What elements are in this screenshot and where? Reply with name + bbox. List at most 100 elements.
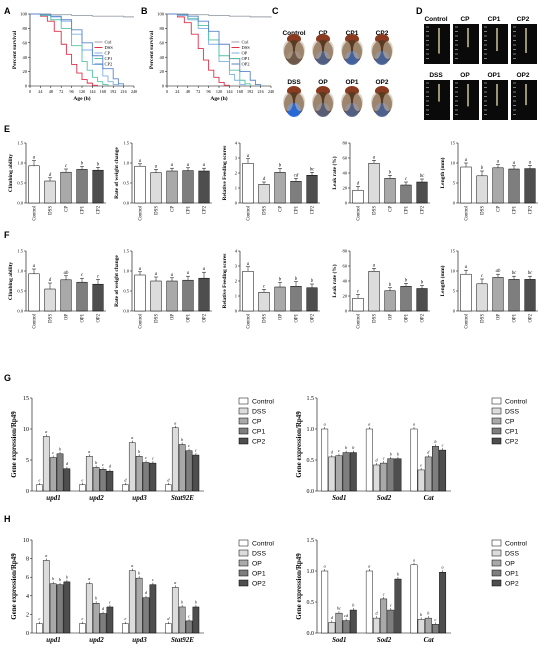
bar xyxy=(134,165,146,204)
y-tick-label: 5 xyxy=(453,181,456,186)
significance-letter: c xyxy=(435,617,437,622)
y-tick-label: 0.5 xyxy=(17,181,23,186)
bar xyxy=(365,570,373,634)
significance-letter: a xyxy=(465,158,468,163)
significance-letter: a xyxy=(131,563,133,568)
significance-letter: ab xyxy=(496,269,501,274)
bar xyxy=(44,288,56,312)
bar xyxy=(380,598,388,634)
bar xyxy=(198,277,210,312)
significance-letter: b xyxy=(181,437,183,442)
y-tick-label: 60 xyxy=(23,40,28,45)
significance-letter: ab xyxy=(64,271,69,276)
gut-photo xyxy=(482,80,508,120)
legend-label: CP2 xyxy=(252,439,265,446)
x-tick-label: 168 xyxy=(237,89,243,94)
legend-label: OP1 xyxy=(241,56,249,61)
bar xyxy=(394,458,402,492)
survival-chart-a: 0 20 40 60 80 100 0 24 48 72 96 120 144 168 192 216 240 A… xyxy=(12,12,137,102)
category-label: Control xyxy=(357,313,362,328)
bar xyxy=(290,181,302,204)
y-tick-label: 5 xyxy=(453,289,456,294)
significance-letter: a xyxy=(33,156,36,161)
bar xyxy=(178,444,186,492)
legend-label: OP xyxy=(252,561,262,568)
category-label: DSS xyxy=(481,314,486,323)
significance-letter: b xyxy=(195,599,197,604)
significance-letter: c xyxy=(81,273,84,278)
legend-swatch xyxy=(238,559,249,567)
bar xyxy=(44,180,56,204)
y-tick-label: 10 xyxy=(23,538,29,544)
significance-letter: bc xyxy=(310,167,315,172)
x-axis-label: Age (h) xyxy=(73,95,90,102)
bar xyxy=(185,620,193,634)
category-label: OP1 xyxy=(513,313,518,322)
gene-label: Cat xyxy=(424,494,435,502)
significance-letter: a xyxy=(45,553,47,558)
significance-letter: c xyxy=(65,164,68,169)
fly-label: Control xyxy=(282,30,305,37)
bar xyxy=(28,273,40,312)
y-tick-label: 20 xyxy=(23,69,28,74)
y-axis-label: Relative Feeding scores xyxy=(222,254,228,309)
bar xyxy=(135,577,143,634)
category-label: OP xyxy=(65,314,70,320)
bar xyxy=(165,623,172,634)
legend-swatch xyxy=(491,397,502,405)
x-tick-label: 240 xyxy=(268,89,274,94)
bar xyxy=(306,175,318,204)
gut-photo xyxy=(511,24,537,64)
significance-letter: a xyxy=(413,557,415,562)
gene-label: Stat92E xyxy=(171,636,194,644)
bar xyxy=(165,484,172,492)
fly-label: OP xyxy=(318,79,328,86)
bar xyxy=(92,169,104,204)
fly-wing xyxy=(324,41,334,59)
category-label: Control xyxy=(247,313,252,328)
y-tick-label: 0 xyxy=(26,489,29,495)
y-tick-label: 3 xyxy=(235,156,238,161)
legend-label: OP xyxy=(241,51,247,56)
y-tick-label: 0 xyxy=(235,201,238,206)
x-tick-label: 168 xyxy=(100,89,106,94)
category-label: Control xyxy=(357,205,362,220)
bar xyxy=(410,428,418,492)
bar xyxy=(342,620,350,634)
significance-letter: b xyxy=(138,571,140,576)
y-tick-label: 20 xyxy=(160,69,165,74)
x-tick-label: 144 xyxy=(226,89,233,94)
y-tick-label: 10 xyxy=(451,269,456,274)
category-label: CP xyxy=(279,206,284,212)
y-tick-label: 1.0 xyxy=(123,269,129,274)
significance-letter: a xyxy=(513,161,516,166)
bar xyxy=(328,456,336,492)
gut-length-photos: Control CP CP1 CP2 DSS OP OP1 OP2 xyxy=(424,16,537,120)
legend-label: Control xyxy=(252,399,274,406)
significance-letter: a xyxy=(155,164,158,169)
fly-abdomen-photos: Control CP CP1 CP2 DSS OP OP1 OP2 xyxy=(278,22,416,122)
gene-label: upd3 xyxy=(132,494,147,502)
significance-letter: a xyxy=(324,564,326,569)
y-axis-label: Leak rate (%) xyxy=(331,156,338,189)
bar xyxy=(149,584,157,634)
bar xyxy=(60,171,72,204)
significance-letter: c xyxy=(442,443,444,448)
bar xyxy=(508,168,520,204)
category-label: DSS xyxy=(263,206,268,215)
panel-letter-f: F xyxy=(4,230,10,240)
bar xyxy=(122,484,129,492)
category-label: OP xyxy=(389,314,394,320)
category-label: CP2 xyxy=(421,205,426,214)
panel-letter-a: A xyxy=(4,6,11,16)
bar xyxy=(380,462,388,492)
fly-wing xyxy=(353,41,363,59)
significance-letter: d xyxy=(427,449,430,454)
legend-label: CP2 xyxy=(104,62,112,67)
significance-letter: a xyxy=(373,155,376,160)
bar xyxy=(306,287,318,312)
bar xyxy=(106,606,114,634)
significance-letter: e xyxy=(81,477,83,482)
y-tick-label: 20 xyxy=(343,186,348,191)
